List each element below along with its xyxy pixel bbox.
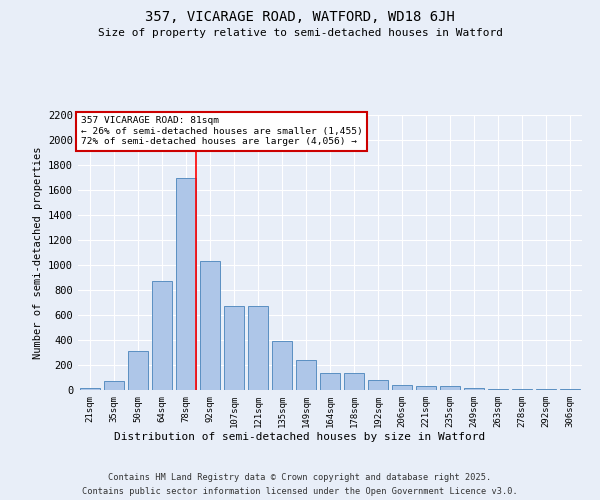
Bar [224,306,244,390]
Bar [296,360,316,390]
Text: 357, VICARAGE ROAD, WATFORD, WD18 6JH: 357, VICARAGE ROAD, WATFORD, WD18 6JH [145,10,455,24]
Bar [368,380,388,390]
Bar [272,341,292,390]
Y-axis label: Number of semi-detached properties: Number of semi-detached properties [32,146,43,359]
Bar [392,385,412,390]
Text: 357 VICARAGE ROAD: 81sqm
← 26% of semi-detached houses are smaller (1,455)
72% o: 357 VICARAGE ROAD: 81sqm ← 26% of semi-d… [80,116,362,146]
Text: Contains HM Land Registry data © Crown copyright and database right 2025.: Contains HM Land Registry data © Crown c… [109,472,491,482]
Bar [416,386,436,390]
Bar [560,389,580,390]
Bar [464,388,484,390]
Bar [176,178,196,390]
Text: Size of property relative to semi-detached houses in Watford: Size of property relative to semi-detach… [97,28,503,38]
Bar [320,372,340,390]
Bar [80,388,100,390]
Bar [128,351,148,390]
Bar [248,306,268,390]
Bar [440,386,460,390]
Bar [152,281,172,390]
Bar [344,372,364,390]
Text: Distribution of semi-detached houses by size in Watford: Distribution of semi-detached houses by … [115,432,485,442]
Bar [488,389,508,390]
Text: Contains public sector information licensed under the Open Government Licence v3: Contains public sector information licen… [82,488,518,496]
Bar [104,381,124,390]
Bar [200,261,220,390]
